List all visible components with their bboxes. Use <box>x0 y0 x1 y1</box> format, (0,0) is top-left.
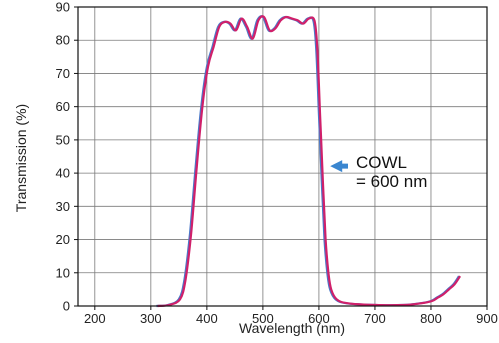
tick-labels: 200 300 400 500 600 700 800 900 0 10 20 30 40 50 60 70 8… <box>56 0 498 326</box>
x-tick-label: 500 <box>252 311 274 326</box>
y-axis-title: Transmission (%) <box>13 104 29 212</box>
x-tick-label: 900 <box>476 311 498 326</box>
series-line-2 <box>157 15 462 308</box>
x-axis-title: Wavelength (nm) <box>239 320 345 336</box>
grid-lines <box>78 6 488 307</box>
y-tick-label: 10 <box>56 265 70 280</box>
annotation-line-1: COWL <box>356 153 407 172</box>
y-tick-label: 90 <box>56 0 70 15</box>
x-tick-label: 400 <box>196 311 218 326</box>
y-tick-label: 80 <box>56 33 70 48</box>
arrow-icon <box>330 160 348 173</box>
y-tick-label: 20 <box>56 232 70 247</box>
annotation-line-2: = 600 nm <box>356 172 427 191</box>
y-tick-label: 0 <box>63 299 70 314</box>
x-tick-label: 700 <box>364 311 386 326</box>
y-tick-label: 70 <box>56 66 70 81</box>
series-line-1 <box>156 15 460 308</box>
x-tick-label: 800 <box>420 311 442 326</box>
series-layer <box>156 15 462 308</box>
y-tick-label: 50 <box>56 132 70 147</box>
annotation: COWL = 600 nm <box>330 153 427 191</box>
y-tick-label: 40 <box>56 166 70 181</box>
x-tick-label: 200 <box>84 311 106 326</box>
y-tick-label: 30 <box>56 199 70 214</box>
y-tick-label: 60 <box>56 99 70 114</box>
x-tick-label: 300 <box>140 311 162 326</box>
plot-frame <box>77 6 488 307</box>
x-tick-label: 600 <box>308 311 330 326</box>
